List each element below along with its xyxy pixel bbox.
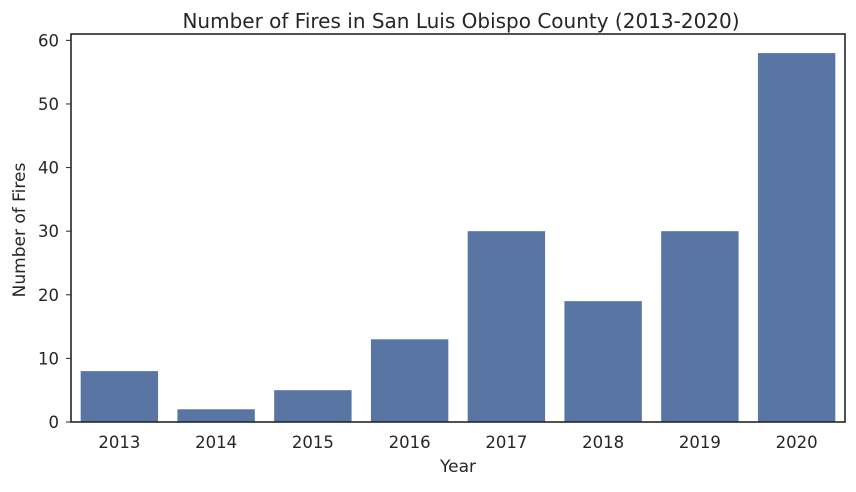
x-tick-label: 2019 — [679, 433, 721, 452]
x-tick-label: 2018 — [582, 433, 624, 452]
bar-2019 — [661, 231, 739, 422]
bar-2015 — [274, 390, 352, 422]
y-tick-labels: 0 10 20 30 40 50 60 — [38, 31, 71, 432]
bar-2018 — [564, 301, 642, 422]
y-tick-label: 30 — [38, 222, 59, 241]
x-tick-label: 2017 — [485, 433, 527, 452]
bars-group — [80, 53, 836, 422]
bar-2014 — [177, 409, 255, 422]
x-tick-label: 2016 — [389, 433, 431, 452]
bar-2013 — [80, 371, 159, 422]
bar-2020 — [757, 53, 836, 422]
x-axis-label: Year — [439, 457, 476, 477]
y-tick-label: 0 — [49, 413, 60, 432]
x-tick-label: 2020 — [776, 433, 818, 452]
y-tick-label: 40 — [38, 159, 59, 178]
x-tick-label: 2015 — [292, 433, 334, 452]
bar-2016 — [370, 339, 449, 422]
x-tick-label: 2013 — [98, 433, 140, 452]
y-axis-label: Number of Fires — [10, 163, 30, 298]
chart-title: Number of Fires in San Luis Obispo Count… — [182, 9, 739, 33]
x-tick-labels: 2013 2014 2015 2016 2017 2018 2019 2020 — [98, 433, 817, 452]
plot-frame — [70, 33, 846, 423]
x-tick-label: 2014 — [195, 433, 237, 452]
y-tick-label: 10 — [38, 349, 59, 368]
y-tick-label: 50 — [38, 95, 59, 114]
y-tick-label: 20 — [38, 286, 59, 305]
bar-2017 — [467, 231, 546, 422]
y-tick-label: 60 — [38, 31, 59, 50]
